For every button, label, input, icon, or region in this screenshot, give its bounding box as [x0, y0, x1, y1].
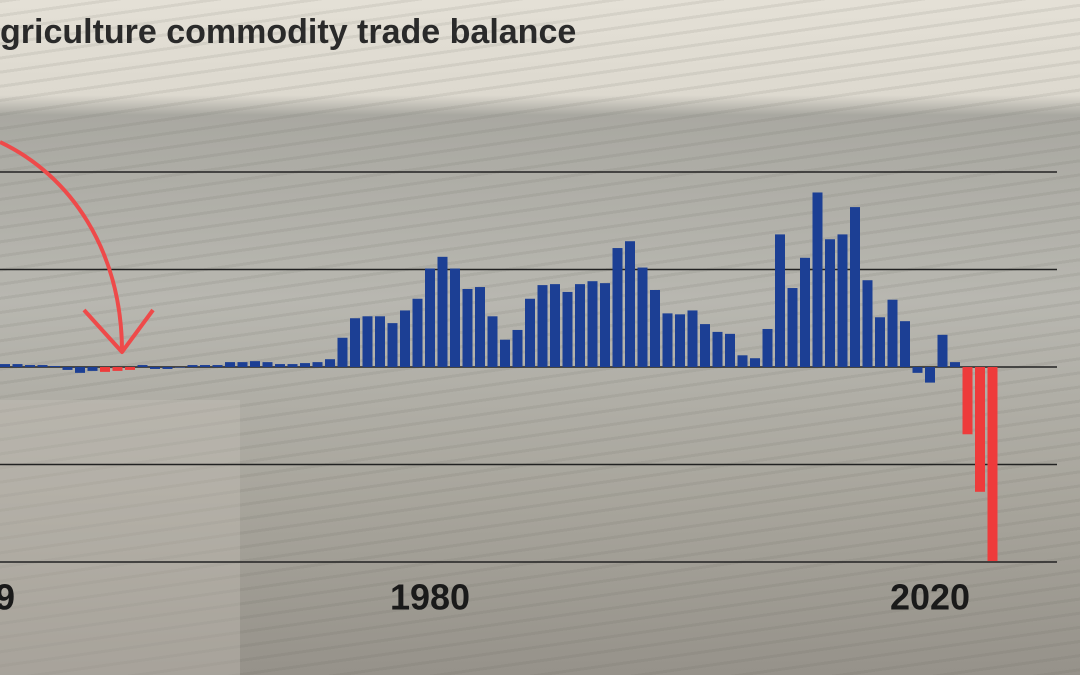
bar — [712, 331, 723, 367]
bar — [475, 287, 485, 367]
bar — [900, 321, 910, 367]
bar — [950, 362, 960, 367]
bar — [600, 283, 610, 367]
bar — [750, 358, 760, 367]
bar — [650, 289, 660, 367]
bar — [125, 367, 135, 370]
tractor-shadow — [0, 400, 240, 675]
bar — [62, 367, 73, 370]
bar — [350, 318, 360, 367]
bar — [725, 333, 735, 367]
bar — [537, 285, 548, 367]
bar — [700, 324, 710, 367]
bar — [925, 367, 935, 383]
chart-title: griculture commodity trade balance — [0, 13, 576, 51]
x-tick-label: 9 — [0, 577, 15, 618]
bar — [450, 268, 460, 367]
bar — [887, 299, 898, 367]
bar — [275, 364, 285, 367]
bar — [175, 367, 185, 368]
bar — [525, 298, 535, 367]
bar — [362, 316, 373, 367]
bar — [212, 365, 223, 367]
bar — [812, 192, 823, 367]
bar — [662, 313, 673, 367]
bar — [687, 310, 698, 367]
bar — [137, 365, 148, 367]
x-tick-label: 2020 — [890, 577, 970, 618]
bar — [550, 284, 560, 367]
bar — [262, 362, 273, 367]
bar — [962, 367, 973, 435]
bar — [162, 367, 173, 369]
bar — [312, 362, 323, 367]
bar — [287, 364, 298, 367]
bar — [412, 298, 423, 367]
plot: 9 1980 2020 — [0, 171, 1057, 618]
bar — [437, 256, 448, 367]
bar — [637, 267, 648, 367]
bar — [862, 280, 873, 367]
bar — [100, 367, 110, 372]
bar — [562, 291, 573, 367]
bar — [375, 316, 385, 367]
bar — [787, 288, 798, 367]
bar — [487, 316, 498, 367]
bar — [587, 281, 598, 367]
bar — [37, 365, 48, 367]
bar — [337, 337, 348, 367]
bar — [225, 362, 235, 367]
bar — [300, 363, 310, 367]
bar — [200, 365, 210, 367]
bar — [762, 328, 773, 367]
bar — [500, 339, 510, 367]
arrow-head — [82, 308, 155, 354]
bar — [575, 284, 585, 367]
bar — [187, 365, 198, 367]
bar — [112, 367, 123, 371]
bar — [50, 366, 60, 367]
bar — [987, 367, 998, 562]
bar — [737, 355, 748, 367]
bar — [87, 367, 98, 371]
bar — [25, 365, 35, 367]
bar — [75, 367, 85, 373]
bar — [237, 362, 248, 367]
bar — [400, 310, 410, 367]
bar — [675, 314, 685, 367]
bar — [0, 364, 11, 367]
bar — [912, 367, 923, 373]
bar — [937, 334, 948, 367]
bar — [850, 207, 860, 367]
x-tick-label: 1980 — [390, 577, 470, 618]
bar — [12, 364, 23, 367]
bar — [512, 329, 523, 367]
bar — [612, 248, 623, 367]
bar — [387, 323, 398, 367]
bar — [325, 359, 335, 367]
bar — [875, 317, 885, 367]
bar — [837, 234, 848, 367]
bar — [825, 239, 835, 367]
bar — [975, 367, 985, 492]
bar — [462, 289, 473, 367]
bar — [250, 361, 260, 367]
bar — [775, 234, 785, 367]
bar — [425, 268, 435, 367]
bar — [625, 241, 635, 367]
bar — [800, 257, 810, 367]
arrow — [0, 140, 124, 353]
bar — [150, 367, 160, 369]
